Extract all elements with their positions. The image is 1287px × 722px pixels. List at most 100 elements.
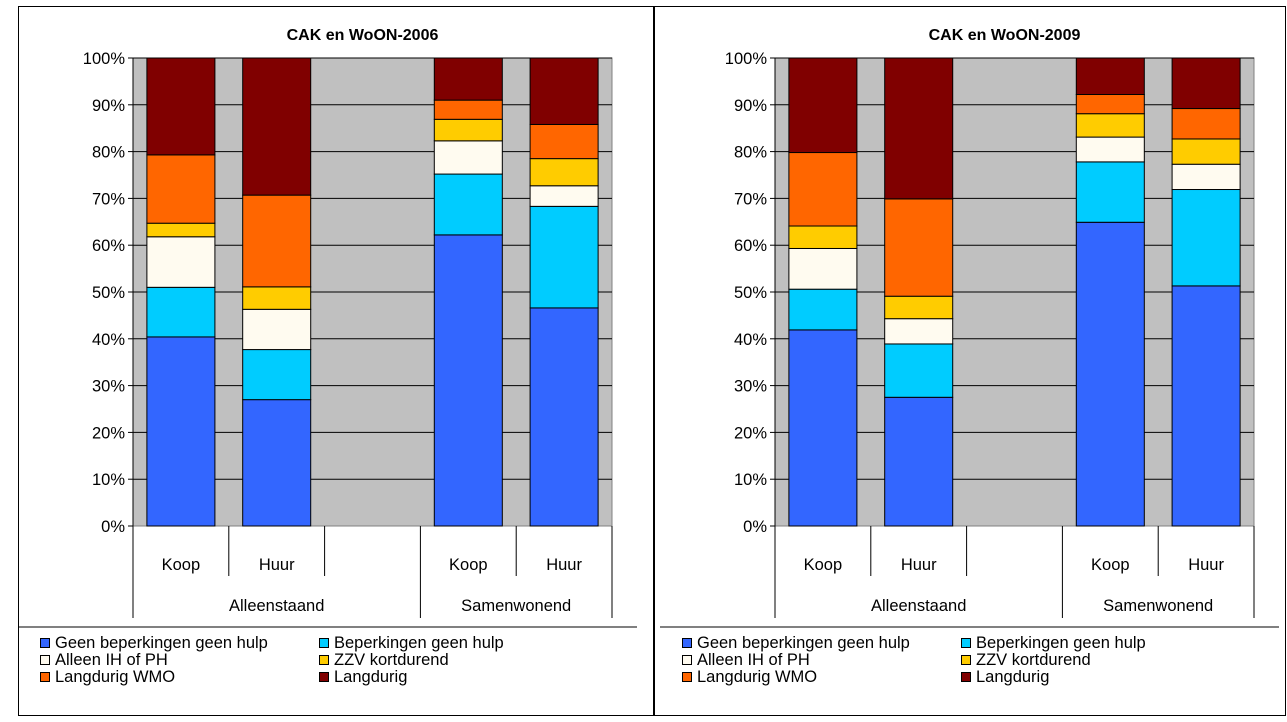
legend-item: Alleen IH of PH bbox=[40, 652, 168, 668]
legend-swatch bbox=[961, 638, 971, 648]
bar-segment bbox=[1075, 94, 1145, 115]
legend-label: Geen beperkingen geen hulp bbox=[697, 634, 910, 652]
bar-segment bbox=[242, 399, 312, 527]
legend-label: ZZV kortdurend bbox=[976, 651, 1091, 669]
bar-segment bbox=[884, 57, 954, 200]
x-category-label: Huur bbox=[546, 556, 582, 574]
y-tick-label: 0% bbox=[101, 518, 125, 536]
y-tick-label: 90% bbox=[734, 97, 767, 115]
bar-segment bbox=[529, 158, 599, 187]
bar-segment bbox=[146, 154, 216, 224]
legend-swatch bbox=[961, 672, 971, 682]
bar-segment bbox=[1075, 221, 1145, 527]
bar-segment bbox=[433, 173, 503, 236]
legend-label: Langdurig bbox=[334, 668, 408, 686]
legend-swatch bbox=[319, 672, 329, 682]
bar-segment bbox=[884, 198, 954, 297]
legend-label: Geen beperkingen geen hulp bbox=[55, 634, 268, 652]
x-category-label: Koop bbox=[162, 556, 201, 574]
legend-label: Beperkingen geen hulp bbox=[976, 634, 1146, 652]
bar-segment bbox=[242, 194, 312, 288]
legend-item: Langdurig WMO bbox=[682, 669, 817, 685]
legend-item: Beperkingen geen hulp bbox=[961, 635, 1146, 651]
legend-label: Alleen IH of PH bbox=[697, 651, 810, 669]
chart-title: CAK en WoON-2006 bbox=[287, 27, 439, 44]
bar-segment bbox=[146, 236, 216, 288]
legend-label: Langdurig bbox=[976, 668, 1050, 686]
legend-label: ZZV kortdurend bbox=[334, 651, 449, 669]
legend-swatch bbox=[961, 655, 971, 665]
legend-item: ZZV kortdurend bbox=[319, 652, 449, 668]
bar-segment bbox=[242, 308, 312, 351]
bar-segment bbox=[1075, 57, 1145, 96]
x-category-label: Huur bbox=[901, 556, 937, 574]
legend-item: Geen beperkingen geen hulp bbox=[682, 635, 910, 651]
bar-segment bbox=[884, 318, 954, 345]
legend-label: Alleen IH of PH bbox=[55, 651, 168, 669]
bar-segment bbox=[1171, 163, 1241, 191]
bar-segment bbox=[146, 222, 216, 238]
bar-segment bbox=[788, 225, 858, 249]
y-tick-label: 60% bbox=[92, 237, 125, 255]
bar-segment bbox=[1075, 136, 1145, 163]
chart-svg: CAK en WoON-2009 0% 10% 20% 30% 40% 50% 60% 70% 8… bbox=[660, 27, 1279, 628]
bar-segment bbox=[529, 123, 599, 160]
bar-segment bbox=[242, 57, 312, 196]
legend-swatch bbox=[682, 655, 692, 665]
bar-segment bbox=[1075, 161, 1145, 223]
x-group-label: Samenwonend bbox=[1103, 597, 1213, 615]
bar-segment bbox=[884, 295, 954, 320]
legend-item: Langdurig WMO bbox=[40, 669, 175, 685]
y-tick-label: 30% bbox=[734, 378, 767, 396]
legend-swatch bbox=[40, 638, 50, 648]
y-tick-label: 20% bbox=[734, 424, 767, 442]
bar-segment bbox=[146, 286, 216, 338]
y-tick-label: 70% bbox=[734, 190, 767, 208]
bar-segment bbox=[788, 57, 858, 154]
y-tick-label: 30% bbox=[92, 378, 125, 396]
bar-segment bbox=[884, 343, 954, 398]
bar-segment bbox=[788, 152, 858, 227]
legend-item: Langdurig bbox=[319, 669, 407, 685]
bar-segment bbox=[242, 286, 312, 310]
legend-swatch bbox=[682, 672, 692, 682]
legend-swatch bbox=[682, 638, 692, 648]
legend-swatch bbox=[40, 655, 50, 665]
chart-figure-2009: CAK en WoON-2009 0% 10% 20% 30% 40% 50% 60% 70% 8… bbox=[642, 0, 1287, 722]
chart-figure-2006: CAK en WoON-2006 0% 10% 20% 30% 40% 50% 60% 70% 8… bbox=[18, 27, 637, 628]
y-tick-label: 80% bbox=[92, 144, 125, 162]
bar-segment bbox=[1075, 113, 1145, 138]
x-category-label: Koop bbox=[449, 556, 488, 574]
y-tick-label: 70% bbox=[92, 190, 125, 208]
legend-item: Alleen IH of PH bbox=[682, 652, 810, 668]
y-tick-label: 10% bbox=[92, 471, 125, 489]
legend-item: Langdurig bbox=[961, 669, 1049, 685]
y-tick-label: 80% bbox=[734, 144, 767, 162]
y-tick-label: 50% bbox=[734, 284, 767, 302]
chart-svg: CAK en WoON-2006 0% 10% 20% 30% 40% 50% 60% 70% 8… bbox=[18, 27, 637, 628]
y-tick-label: 90% bbox=[92, 97, 125, 115]
y-tick-label: 40% bbox=[734, 331, 767, 349]
x-category-label: Huur bbox=[259, 556, 295, 574]
bar-segment bbox=[1171, 138, 1241, 165]
bar-segment bbox=[529, 205, 599, 309]
legend-item: Beperkingen geen hulp bbox=[319, 635, 504, 651]
y-tick-label: 10% bbox=[734, 471, 767, 489]
bar-segment bbox=[788, 288, 858, 331]
legend-label: Langdurig WMO bbox=[55, 668, 176, 686]
bar-segment bbox=[433, 140, 503, 175]
legend-item: Geen beperkingen geen hulp bbox=[40, 635, 268, 651]
x-group-label: Samenwonend bbox=[461, 597, 571, 615]
bar-segment bbox=[884, 396, 954, 527]
bar-segment bbox=[529, 185, 599, 207]
y-tick-label: 20% bbox=[92, 424, 125, 442]
x-category-label: Huur bbox=[1188, 556, 1224, 574]
x-group-label: Alleenstaand bbox=[229, 597, 324, 615]
bar-segment bbox=[146, 57, 216, 156]
bar-segment bbox=[433, 99, 503, 120]
bar-segment bbox=[1171, 108, 1241, 140]
legend-item: ZZV kortdurend bbox=[961, 652, 1091, 668]
bar-segment bbox=[788, 329, 858, 527]
legend-swatch bbox=[319, 655, 329, 665]
bar-segment bbox=[1171, 189, 1241, 287]
